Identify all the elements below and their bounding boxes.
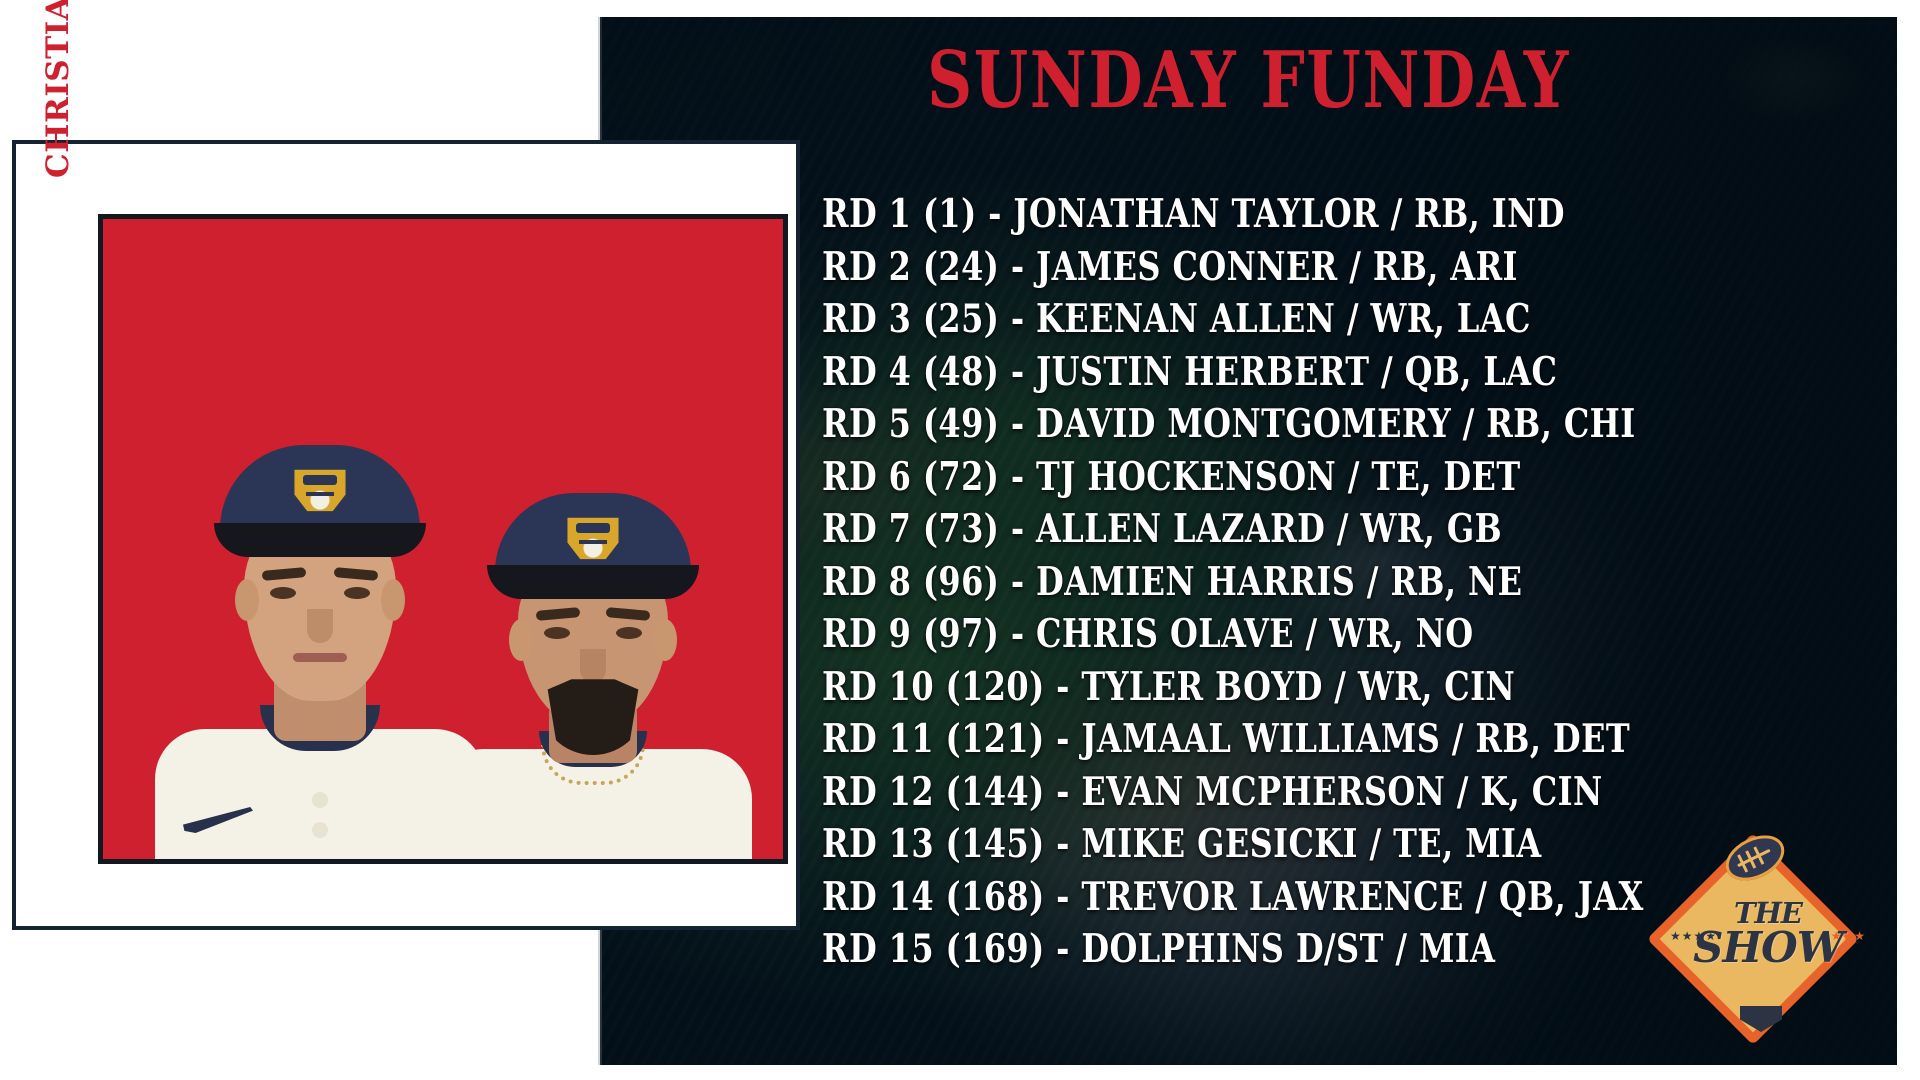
player-photo (98, 214, 788, 864)
player-card: CHRISTIAN YELICH & JACE PETERSON (12, 0, 800, 930)
list-item: RD 15 (169) - DOLPHINS D/ST / MIA (822, 926, 1496, 972)
list-item: RD 4 (48) - JUSTIN HERBERT / QB, LAC (822, 348, 1558, 395)
list-item: RD 3 (25) - KEENAN ALLEN / WR, LAC (822, 296, 1531, 342)
list-item: RD 9 (97) - CHRIS OLAVE / WR, NO (822, 611, 1474, 657)
draft-pick-list: RD 1 (1) - JONATHAN TAYLOR / RB, IND RD … (822, 188, 1882, 976)
beard (547, 679, 639, 755)
logo-wordmark: THE SHOW (1662, 896, 1874, 972)
list-item: RD 1 (1) - JONATHAN TAYLOR / RB, IND (822, 191, 1565, 237)
nike-swoosh-icon (183, 807, 253, 833)
list-item: RD 10 (120) - TYLER BOYD / WR, CIN (822, 663, 1516, 710)
jersey (434, 745, 752, 859)
list-item: RD 2 (24) - JAMES CONNER / RB, ARI (822, 243, 1518, 290)
list-item: RD 13 (145) - MIKE GESICKI / TE, MIA (822, 821, 1542, 867)
player-names-caption: CHRISTIAN YELICH & JACE PETERSON (38, 0, 78, 178)
cap-brim (214, 523, 426, 557)
page-title: SUNDAY FUNDAY (927, 35, 1570, 126)
list-item: RD 12 (144) - EVAN MCPHERSON / K, CIN (822, 768, 1603, 815)
logo-line-show: SHOW (1693, 922, 1844, 972)
jersey (155, 729, 485, 859)
player-portrait-peterson (433, 389, 753, 859)
brewers-cap (487, 493, 699, 599)
brewers-logo-icon (567, 517, 619, 560)
background-vignette (600, 17, 1897, 1065)
stars-right-icon: ★★★★ (1818, 929, 1866, 943)
stars-left-icon: ★★★★ (1670, 929, 1718, 943)
list-item: RD 5 (49) - DAVID MONTGOMERY / RB, CHI (822, 401, 1636, 447)
list-item: RD 11 (121) - JAMAAL WILLIAMS / RB, DET (822, 716, 1631, 762)
logo-line-the: THE (1733, 896, 1803, 930)
the-show-logo: ★★★★ ★★★★ THE SHOW (1646, 826, 1874, 1046)
draft-results-panel (600, 17, 1897, 1065)
brewers-logo-icon (294, 469, 346, 512)
list-item: RD 6 (72) - TJ HOCKENSON / TE, DET (822, 453, 1521, 500)
list-item: RD 8 (96) - DAMIEN HARRIS / RB, NE (822, 558, 1523, 605)
brewers-cap (214, 445, 426, 557)
player-portrait-yelich (155, 319, 485, 859)
jersey-buttons (313, 777, 327, 853)
list-item: RD 14 (168) - TREVOR LAWRENCE / QB, JAX (822, 873, 1644, 920)
cap-brim (487, 565, 699, 599)
list-item: RD 7 (73) - ALLEN LAZARD / WR, GB (822, 506, 1503, 552)
